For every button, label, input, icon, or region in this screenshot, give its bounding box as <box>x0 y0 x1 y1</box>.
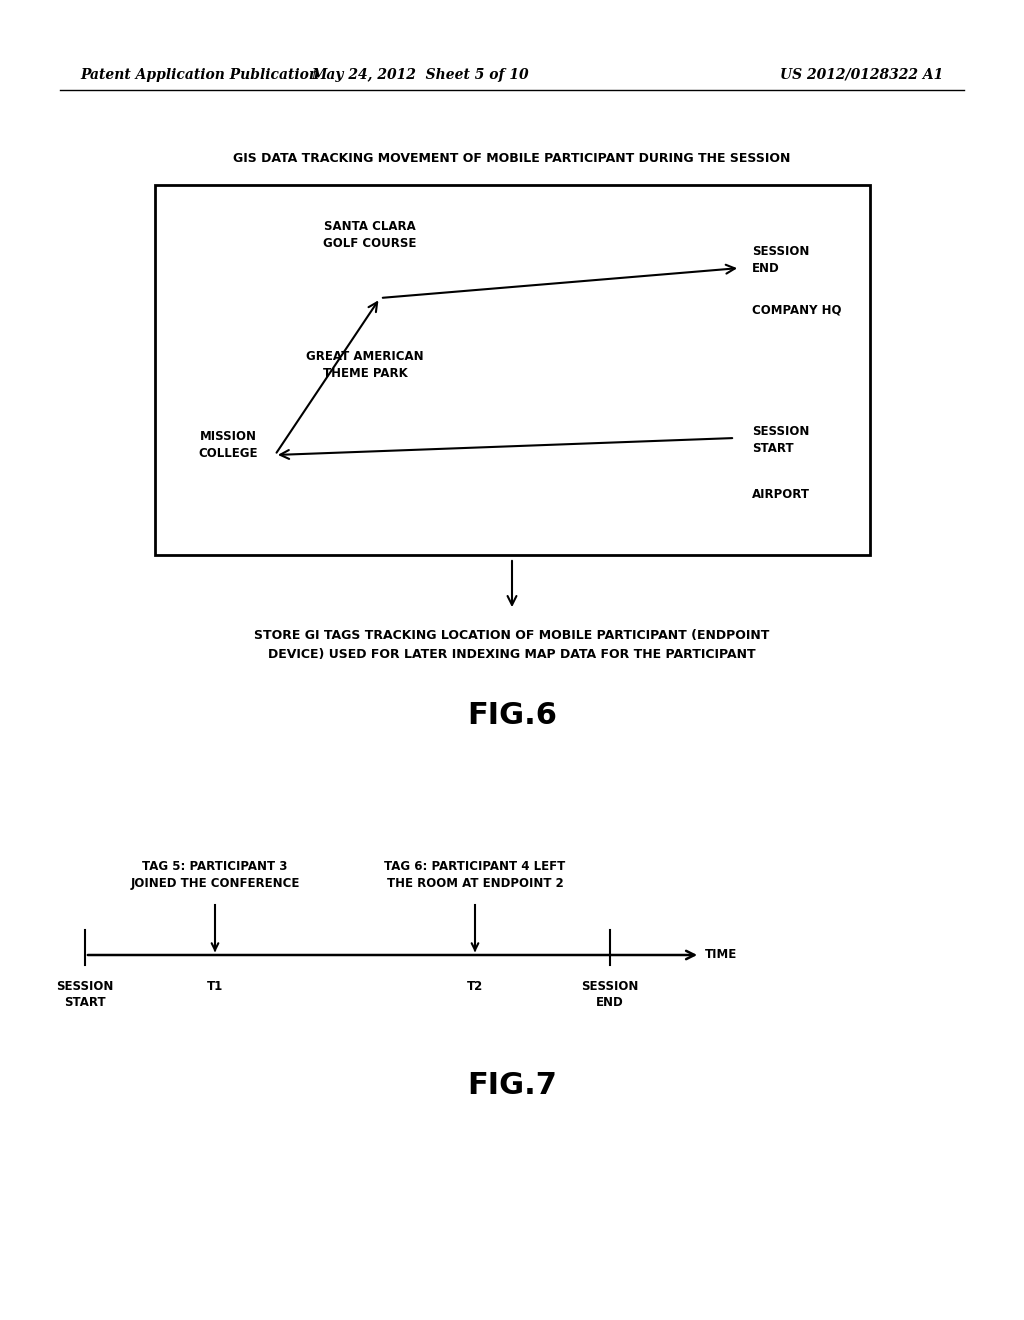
Text: SESSION
START: SESSION START <box>56 979 114 1008</box>
Text: COMPANY HQ: COMPANY HQ <box>752 304 842 317</box>
Text: TIME: TIME <box>705 949 737 961</box>
Text: GREAT AMERICAN
THEME PARK: GREAT AMERICAN THEME PARK <box>306 350 424 380</box>
Text: MISSION
COLLEGE: MISSION COLLEGE <box>199 430 258 459</box>
Text: SANTA CLARA
GOLF COURSE: SANTA CLARA GOLF COURSE <box>324 220 417 249</box>
Text: GIS DATA TRACKING MOVEMENT OF MOBILE PARTICIPANT DURING THE SESSION: GIS DATA TRACKING MOVEMENT OF MOBILE PAR… <box>233 152 791 165</box>
Bar <box>155 185 870 554</box>
Text: AIRPORT: AIRPORT <box>752 488 810 502</box>
Text: Patent Application Publication: Patent Application Publication <box>80 69 319 82</box>
Text: SESSION
START: SESSION START <box>752 425 809 455</box>
Text: FIG.6: FIG.6 <box>467 701 557 730</box>
Text: SESSION
END: SESSION END <box>752 246 809 275</box>
Text: TAG 5: PARTICIPANT 3
JOINED THE CONFERENCE: TAG 5: PARTICIPANT 3 JOINED THE CONFEREN… <box>130 861 300 890</box>
Text: T2: T2 <box>467 979 483 993</box>
Text: SESSION
END: SESSION END <box>582 979 639 1008</box>
Text: US 2012/0128322 A1: US 2012/0128322 A1 <box>780 69 943 82</box>
Text: May 24, 2012  Sheet 5 of 10: May 24, 2012 Sheet 5 of 10 <box>311 69 528 82</box>
Text: T1: T1 <box>207 979 223 993</box>
Text: FIG.7: FIG.7 <box>467 1071 557 1100</box>
Text: TAG 6: PARTICIPANT 4 LEFT
THE ROOM AT ENDPOINT 2: TAG 6: PARTICIPANT 4 LEFT THE ROOM AT EN… <box>384 861 565 890</box>
Text: STORE GI TAGS TRACKING LOCATION OF MOBILE PARTICIPANT (ENDPOINT
DEVICE) USED FOR: STORE GI TAGS TRACKING LOCATION OF MOBIL… <box>254 630 770 661</box>
